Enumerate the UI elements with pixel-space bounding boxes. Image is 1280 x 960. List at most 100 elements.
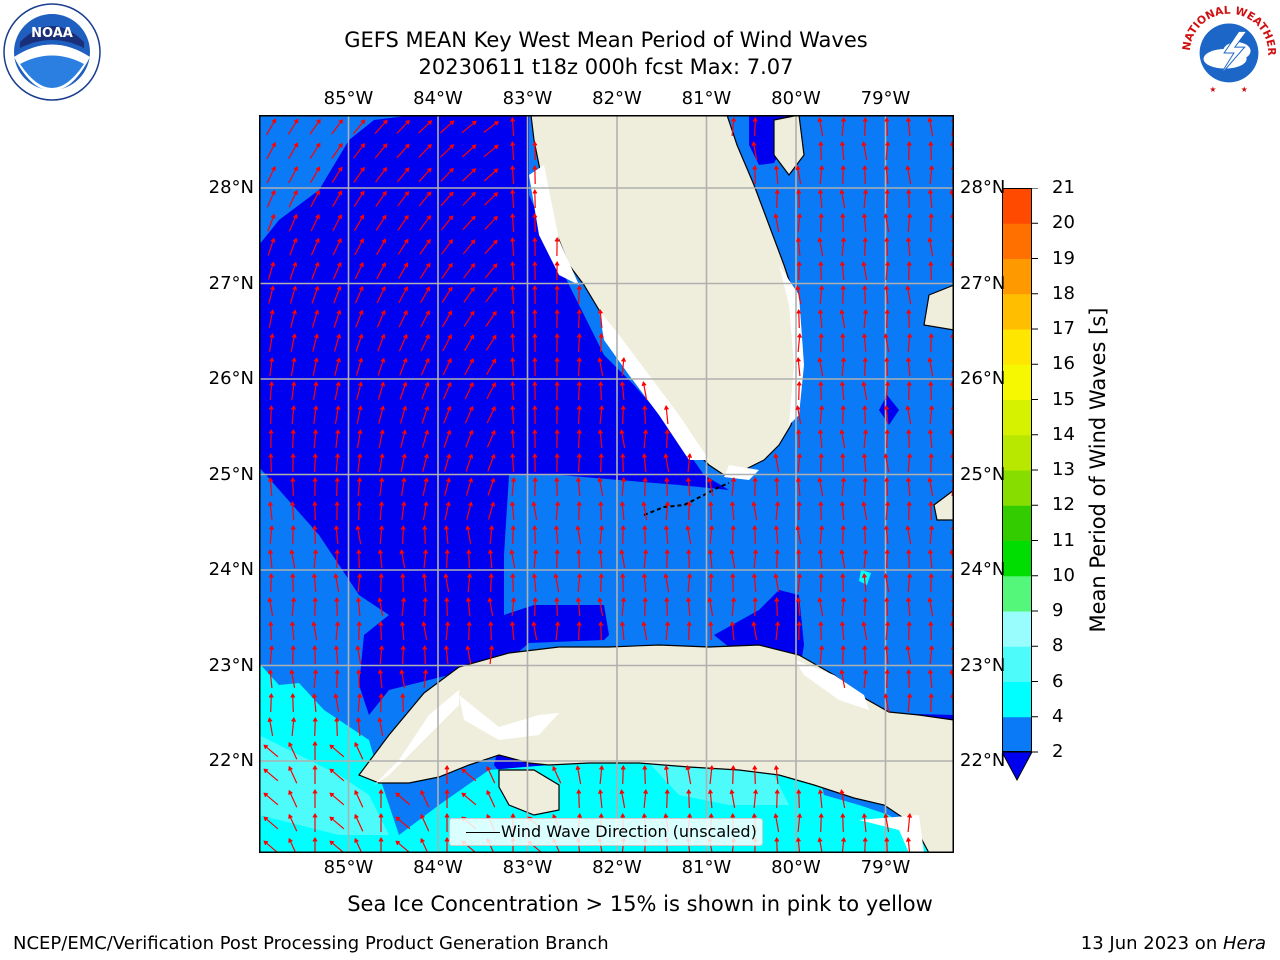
wave-arrow-308 — [486, 429, 496, 448]
wave-arrow-630 — [354, 741, 364, 760]
wave-arrow-246 — [291, 381, 297, 400]
wave-arrow-26 — [374, 143, 388, 159]
wave-arrow-347 — [818, 453, 824, 473]
wave-arrow-660 — [576, 789, 582, 809]
grand-bahama-island — [923, 284, 954, 331]
wave-arrow-21 — [266, 142, 276, 160]
fill-below-2-andros — [879, 395, 899, 425]
wave-arrow-389 — [334, 501, 340, 521]
wave-arrow-696 — [773, 813, 780, 833]
wave-arrow-157 — [354, 285, 364, 304]
wave-arrow-607 — [927, 669, 933, 689]
wave-arrow-149 — [885, 261, 891, 281]
wave-arrow-677 — [354, 813, 364, 832]
wave-arrow-672 — [839, 789, 846, 809]
wave-arrow-240 — [862, 357, 868, 377]
colorbar-segment-14 — [1002, 223, 1032, 259]
lon-label-bottom-3: 82°W — [592, 857, 642, 878]
eleuthera-island — [933, 489, 954, 521]
wave-arrow-125 — [841, 237, 847, 257]
wave-arrow-187 — [554, 309, 560, 329]
wave-arrow-452 — [334, 549, 340, 569]
wave-arrow-658 — [461, 792, 477, 806]
wave-arrow-313 — [597, 429, 603, 449]
wave-arrow-28 — [418, 143, 432, 158]
wave-arrow-329 — [357, 453, 363, 472]
wave-arrow-404 — [665, 501, 671, 521]
wave-arrow-288 — [642, 405, 648, 425]
wave-arrow-158 — [376, 286, 386, 304]
nws-logo: NATIONAL WEATHER SERVICE ★ ★ — [1180, 2, 1278, 99]
wave-arrow-265 — [839, 381, 845, 401]
wave-arrow-361 — [422, 477, 429, 496]
wave-arrow-532 — [685, 597, 691, 617]
wave-arrow-141 — [484, 263, 498, 279]
wave-arrow-255 — [486, 382, 496, 400]
wave-arrow-228 — [442, 358, 452, 376]
colorbar-tick-label-16: 21 — [1052, 177, 1075, 198]
wave-arrow-650 — [288, 789, 298, 808]
wave-arrow-377 — [774, 477, 780, 497]
wave-arrow-466 — [643, 549, 649, 569]
wave-arrow-669 — [774, 789, 780, 809]
lat-label-right-5: 23°N — [960, 654, 1006, 676]
wave-arrow-181 — [420, 310, 430, 328]
wave-arrow-676 — [329, 816, 345, 830]
wave-arrow-420 — [333, 525, 339, 545]
wave-arrow-88 — [288, 213, 298, 232]
colorbar-label: Mean Period of Wind Waves [s] — [1086, 307, 1110, 633]
colorbar-tick-label-3: 8 — [1052, 635, 1064, 657]
wave-arrow-97 — [484, 215, 498, 230]
wave-arrow-96 — [462, 215, 476, 231]
wave-arrow-133 — [311, 261, 320, 280]
wave-arrow-175 — [290, 309, 297, 328]
wave-arrow-242 — [905, 357, 911, 377]
noaa-logo: NOAA — [3, 3, 101, 101]
wave-arrow-516 — [334, 597, 340, 617]
wave-arrow-460 — [509, 549, 516, 569]
wave-arrow-235 — [597, 357, 604, 377]
wave-arrow-546 — [289, 621, 295, 641]
wave-arrow-135 — [354, 262, 364, 280]
wave-arrow-348 — [840, 453, 846, 473]
wave-arrow-416 — [928, 501, 934, 521]
wave-arrow-176 — [311, 309, 320, 328]
wave-arrow-8 — [439, 120, 455, 134]
wave-arrow-543 — [927, 597, 934, 617]
wave-arrow-350 — [883, 453, 890, 473]
colorbar-segment-9 — [1002, 399, 1032, 436]
wave-arrow-505 — [797, 573, 803, 593]
wave-arrow-165 — [532, 285, 538, 305]
wave-arrow-591 — [883, 645, 889, 665]
wave-arrow-298 — [268, 429, 274, 449]
wave-arrow-580 — [333, 645, 339, 665]
wave-arrow-444 — [862, 525, 868, 545]
wave-arrow-55 — [752, 165, 758, 185]
colorbar-segment-1 — [1002, 681, 1032, 718]
wave-arrow-159 — [398, 286, 408, 304]
wave-arrow-273 — [313, 405, 319, 424]
wave-arrow-134 — [332, 261, 342, 280]
wave-arrow-60 — [862, 165, 868, 185]
wave-arrow-261 — [619, 381, 625, 401]
wave-arrow-123 — [795, 237, 801, 257]
wave-arrow-126 — [862, 237, 868, 257]
wave-arrow-489 — [443, 573, 450, 593]
wave-arrow-615 — [400, 693, 406, 713]
wave-arrow-457 — [444, 549, 450, 569]
colorbar-frame — [1002, 188, 1032, 752]
wave-arrow-572 — [861, 621, 868, 641]
wave-arrow-442 — [819, 525, 825, 545]
wave-arrow-213 — [818, 333, 824, 353]
wave-arrow-278 — [421, 405, 430, 424]
wave-arrow-459 — [487, 549, 493, 569]
wave-arrow-355 — [290, 477, 296, 497]
colorbar-segment-8 — [1002, 434, 1032, 471]
wave-arrow-77 — [532, 189, 538, 209]
wave-arrow-649 — [263, 792, 279, 806]
wave-arrow-667 — [729, 789, 736, 809]
wave-arrow-214 — [840, 333, 846, 353]
wave-arrow-378 — [795, 477, 801, 497]
map-frame — [259, 115, 954, 853]
wave-arrow-98 — [510, 213, 516, 233]
